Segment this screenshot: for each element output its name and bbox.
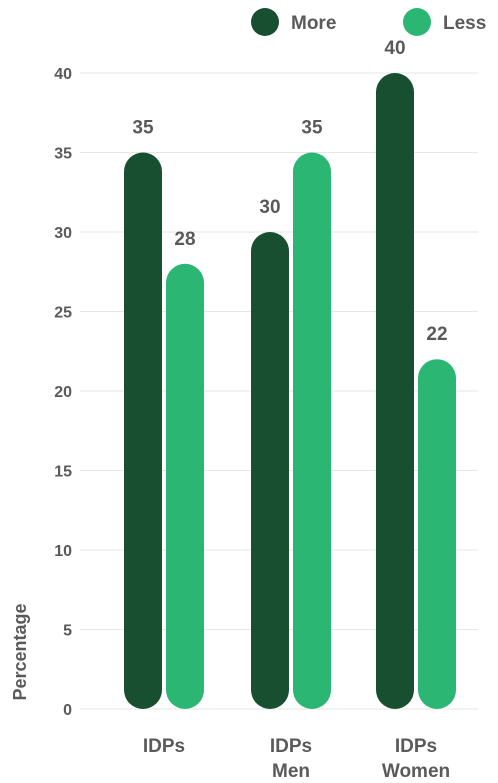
data-label: 35 (132, 118, 154, 139)
y-axis-ticks: 0 5 10 15 20 25 30 35 40 (54, 66, 72, 719)
x-category-label-line: IDPs (143, 736, 185, 757)
x-category-label: IDPs Men (270, 736, 312, 782)
y-tick-label: 15 (54, 464, 72, 481)
legend: More Less (251, 8, 486, 36)
data-labels: 35 28 30 35 40 22 (132, 38, 447, 345)
x-category-label: IDPs (143, 736, 185, 757)
y-tick-label: 25 (54, 305, 72, 322)
y-axis-title: Percentage (10, 603, 30, 700)
y-tick-label: 0 (63, 702, 72, 719)
y-tick-label: 10 (54, 543, 72, 560)
x-category-label-line: Women (382, 761, 450, 782)
legend-swatch-more (251, 8, 279, 36)
data-label: 30 (259, 197, 280, 218)
data-label: 28 (174, 229, 195, 250)
legend-swatch-less (403, 8, 431, 36)
x-category-label-line: Men (272, 761, 310, 782)
x-category-label: IDPs Women (382, 736, 450, 782)
y-tick-label: 30 (54, 225, 72, 242)
x-category-label-line: IDPs (270, 736, 312, 757)
data-label: 35 (301, 118, 323, 139)
bar-more (124, 152, 162, 709)
data-label: 40 (384, 38, 405, 59)
x-category-label-line: IDPs (395, 736, 437, 757)
bar-more (376, 73, 414, 709)
y-tick-label: 5 (63, 623, 72, 640)
bar-less (166, 263, 204, 709)
x-axis-categories: IDPs IDPs Men IDPs Women (143, 736, 450, 782)
y-tick-label: 35 (54, 146, 72, 163)
bar-less (293, 152, 331, 709)
legend-label-less: Less (443, 13, 486, 34)
bar-less (418, 359, 456, 709)
bars (124, 73, 456, 709)
y-tick-label: 20 (54, 384, 72, 401)
y-tick-label: 40 (54, 66, 72, 83)
legend-label-more: More (291, 13, 336, 34)
data-label: 22 (426, 324, 447, 345)
bar-more (251, 232, 289, 709)
